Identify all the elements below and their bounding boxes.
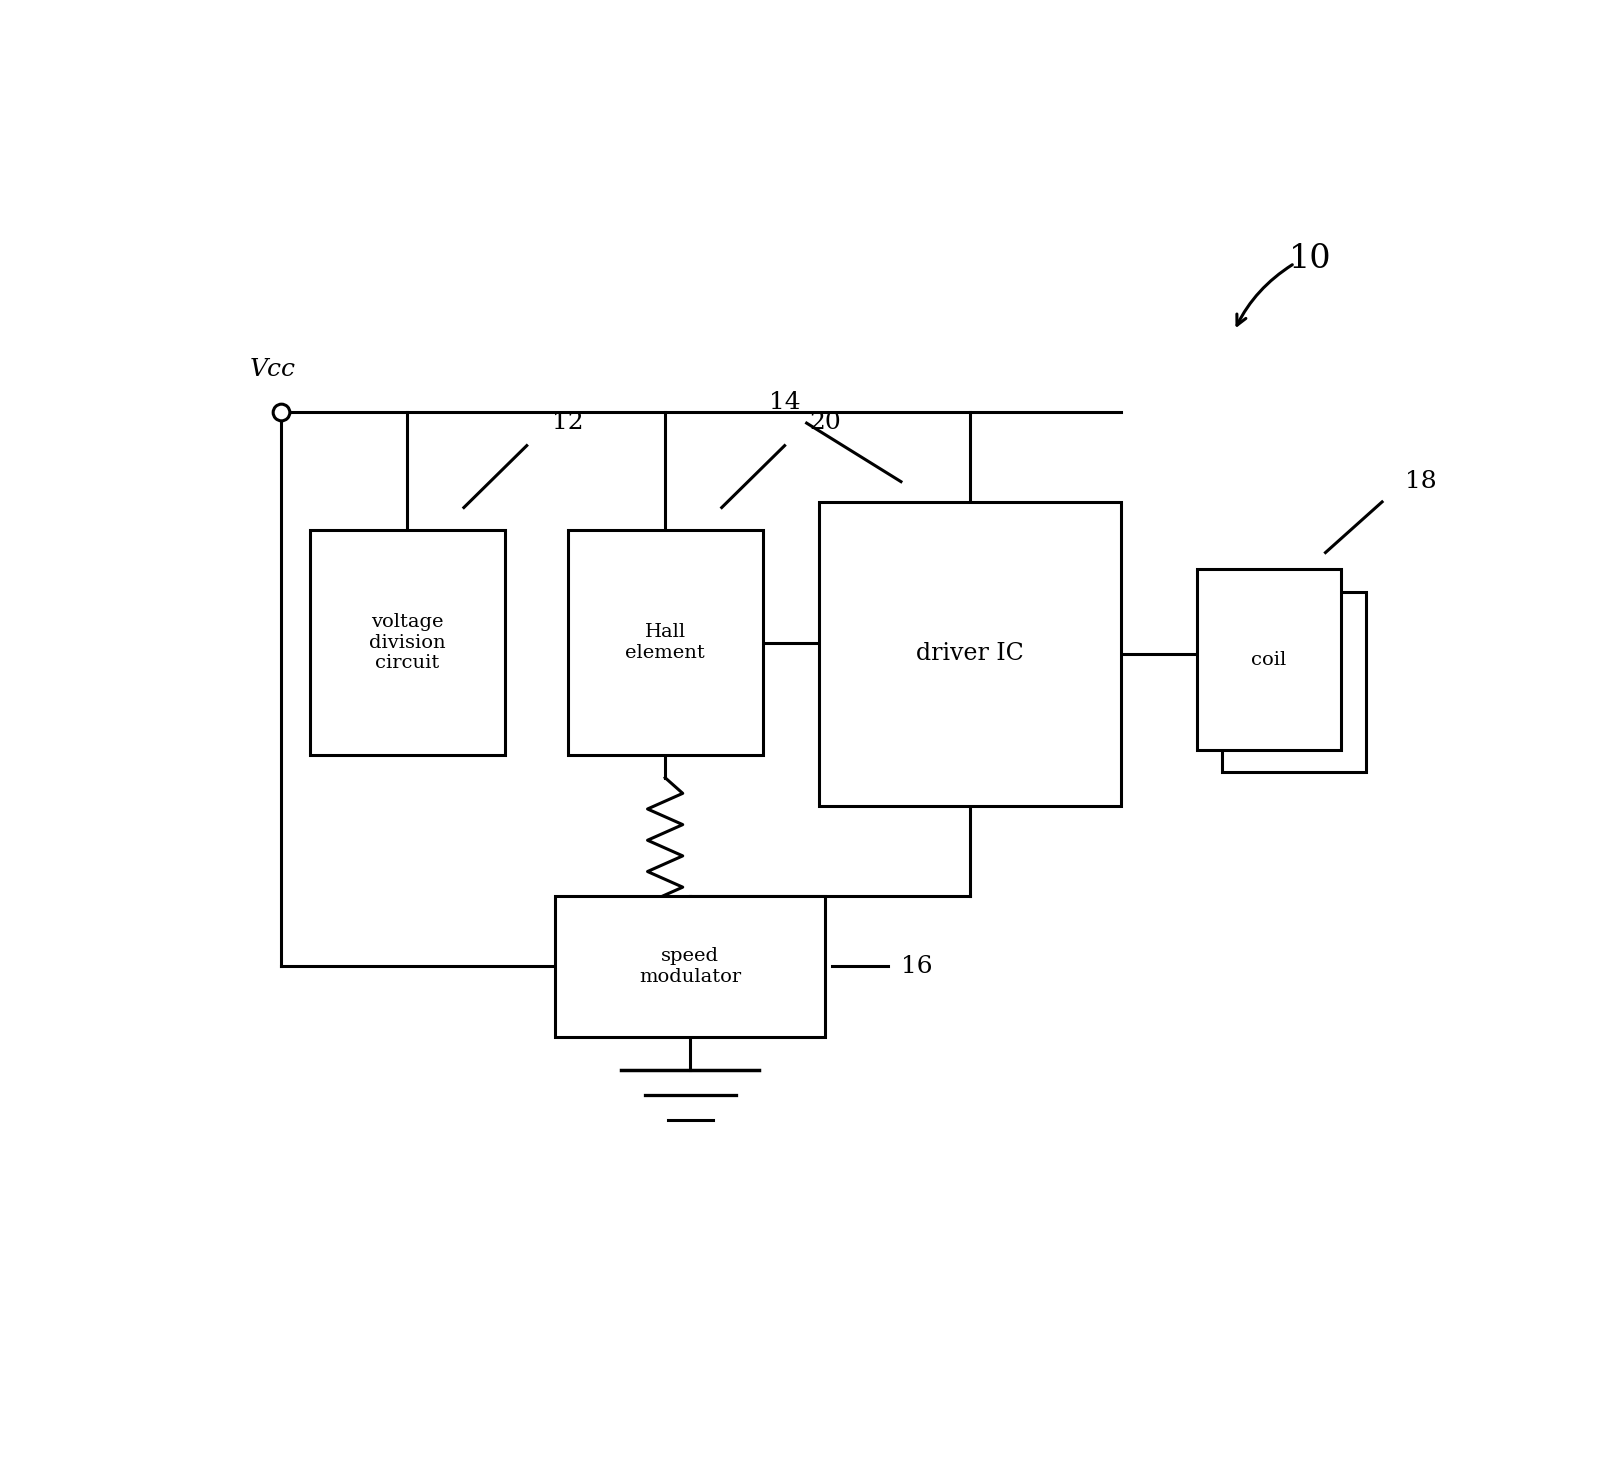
Text: driver IC: driver IC: [917, 642, 1024, 665]
Bar: [820, 501, 1121, 806]
Bar: [555, 896, 826, 1037]
Text: speed
modulator: speed modulator: [639, 947, 742, 985]
Text: 14: 14: [769, 392, 800, 414]
Text: 10: 10: [1289, 243, 1331, 275]
Text: Hall
element: Hall element: [625, 623, 704, 662]
Text: voltage
division
circuit: voltage division circuit: [368, 613, 446, 673]
Bar: [1222, 592, 1367, 772]
Bar: [1196, 569, 1341, 750]
Bar: [310, 531, 505, 756]
Bar: [568, 531, 763, 756]
Text: 12: 12: [552, 411, 584, 434]
Text: 16: 16: [901, 955, 933, 978]
Text: 18: 18: [1406, 469, 1436, 493]
Text: Vcc: Vcc: [250, 358, 295, 382]
Text: 20: 20: [810, 411, 842, 434]
Text: coil: coil: [1251, 651, 1287, 668]
